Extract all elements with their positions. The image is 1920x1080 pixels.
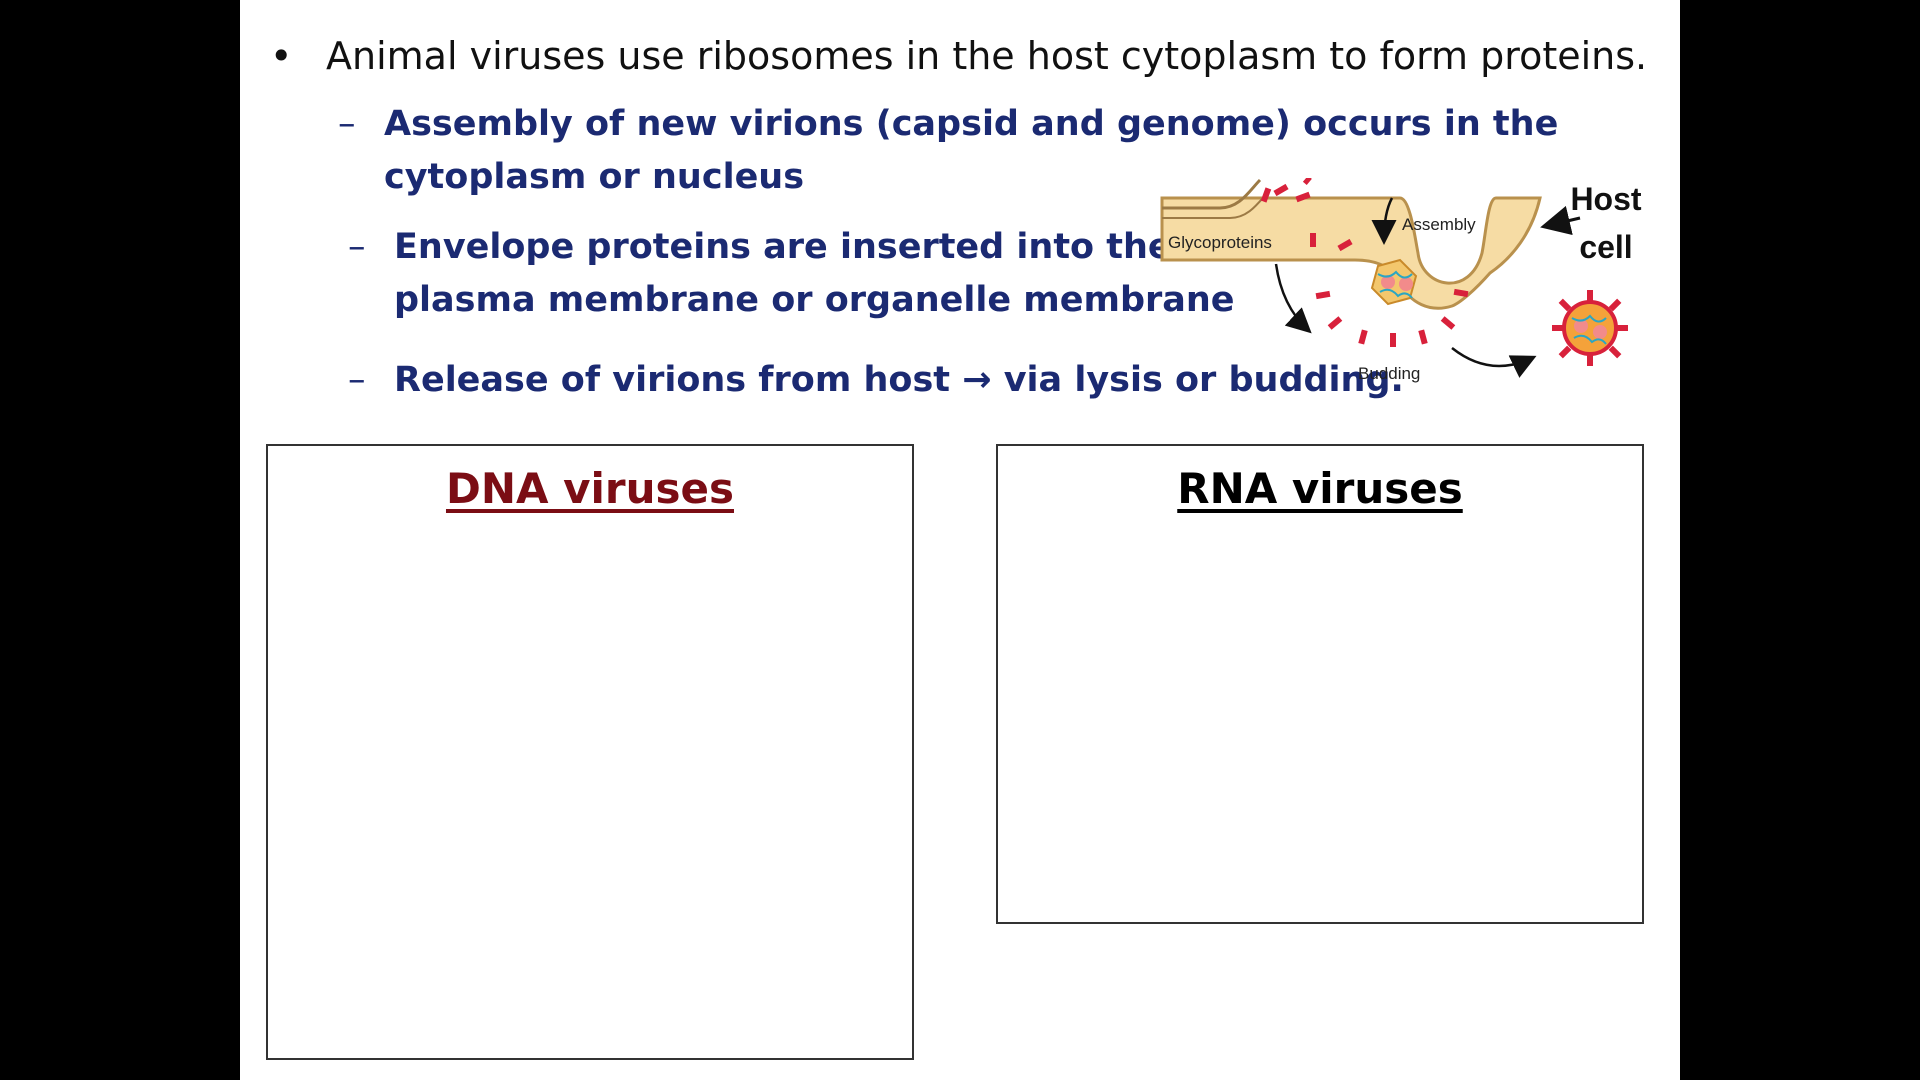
glycoprotein-arrow <box>1274 263 1312 334</box>
budding-diagram-svg: Glycoproteins Assembly Budding Host cell <box>1160 178 1642 383</box>
budding-virion <box>1370 258 1418 306</box>
host-cell-label-line2: cell <box>1579 229 1632 265</box>
budding-arrow <box>1451 347 1537 378</box>
sub-bullet-assembly: – Assembly of new virions (capsid and ge… <box>338 98 1558 208</box>
main-bullet: • Animal viruses use ribosomes in the hos… <box>270 34 1647 78</box>
dna-viruses-box: DNA viruses <box>266 444 914 1060</box>
assembly-arrow <box>1371 197 1397 245</box>
host-cell-membrane <box>1160 196 1542 310</box>
host-cell-label-line1: Host <box>1570 181 1641 217</box>
budding-label: Budding <box>1358 364 1420 383</box>
sub-bullet-dash: – <box>348 227 366 267</box>
bullet-dot: • <box>270 34 293 78</box>
released-virion <box>1552 290 1628 366</box>
slide: • Animal viruses use ribosomes in the hos… <box>240 0 1680 1080</box>
sub-bullet-line: Release of virions from host → via lysis… <box>394 360 1404 400</box>
glycoprotein-spikes <box>1260 178 1469 347</box>
main-bullet-text: Animal viruses use ribosomes in the host… <box>326 34 1648 78</box>
assembly-label: Assembly <box>1402 215 1476 234</box>
sub-bullet-line: cytoplasm or nucleus <box>384 157 805 197</box>
rna-viruses-title: RNA viruses <box>1177 464 1463 513</box>
sub-bullet-line: plasma membrane or organelle membrane <box>394 280 1235 320</box>
sub-bullet-release: – Release of virions from host → via lys… <box>348 354 1404 409</box>
sub-bullet-line: Envelope proteins are inserted into the <box>394 227 1172 267</box>
sub-bullet-line: Assembly of new virions (capsid and geno… <box>384 104 1559 144</box>
rna-viruses-box: RNA viruses <box>996 444 1644 924</box>
host-cell-arrow <box>1540 205 1581 236</box>
glycoproteins-label: Glycoproteins <box>1168 233 1272 252</box>
dna-viruses-title: DNA viruses <box>445 464 734 513</box>
sub-bullet-dash: – <box>338 104 356 144</box>
sub-bullet-envelope: – Envelope proteins are inserted into th… <box>348 221 1235 331</box>
sub-bullet-dash: – <box>348 360 366 400</box>
membrane-inner-line <box>1162 178 1262 210</box>
budding-diagram: Glycoproteins Assembly Budding Host cell <box>1160 178 1660 398</box>
